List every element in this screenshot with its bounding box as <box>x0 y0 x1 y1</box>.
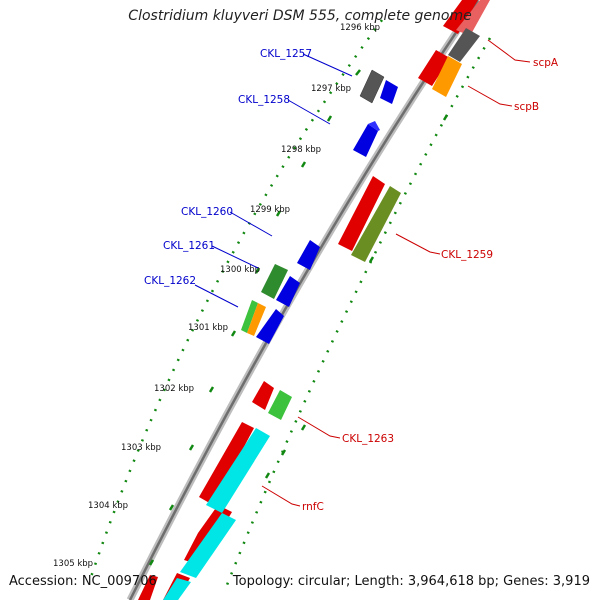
tick-1300: 1300 kbp <box>220 265 260 275</box>
tick-1305: 1305 kbp <box>53 559 93 569</box>
gene-ckl-1261[interactable] <box>261 264 300 307</box>
inner-tick-ring <box>88 19 384 581</box>
ring-tick-marks <box>148 69 449 566</box>
outer-tick-ring <box>223 37 492 591</box>
label-scpB[interactable]: scpB <box>514 101 539 113</box>
accession-text: Accession: NC_009706 <box>9 574 157 589</box>
tick-1297: 1297 kbp <box>311 84 351 94</box>
label-ckl-1263[interactable]: CKL_1263 <box>342 433 394 445</box>
label-ckl-1257[interactable]: CKL_1257 <box>260 48 312 60</box>
gene-red-upper-inner[interactable] <box>252 381 274 410</box>
leader-lines <box>194 39 531 507</box>
gene-ckl-1263[interactable] <box>268 390 292 420</box>
tick-1299: 1299 kbp <box>250 205 290 215</box>
map-title: Clostridium kluyveri DSM 555, complete g… <box>128 8 472 24</box>
label-scpA[interactable]: scpA <box>533 57 559 69</box>
tick-1304: 1304 kbp <box>88 501 128 511</box>
tick-1296: 1296 kbp <box>340 23 380 33</box>
tick-1298: 1298 kbp <box>281 145 321 155</box>
gene-rnfC[interactable] <box>163 428 270 600</box>
gene-ckl-1259[interactable] <box>338 176 401 262</box>
tick-1303: 1303 kbp <box>121 443 161 453</box>
label-ckl-1262[interactable]: CKL_1262 <box>144 275 196 287</box>
gene-scpB[interactable] <box>432 56 462 97</box>
gene-scpA[interactable] <box>418 0 490 86</box>
kbp-labels: 1296 kbp 1297 kbp 1298 kbp 1299 kbp 1300… <box>53 23 380 569</box>
gene-ckl-1258[interactable] <box>353 121 380 157</box>
gene-ckl-1262[interactable] <box>241 300 284 344</box>
gene-ckl-1260[interactable] <box>297 240 320 270</box>
label-ckl-1258[interactable]: CKL_1258 <box>238 94 290 106</box>
gene-ckl-1257[interactable] <box>359 69 398 104</box>
tick-1301: 1301 kbp <box>188 323 228 333</box>
label-ckl-1259[interactable]: CKL_1259 <box>441 249 493 261</box>
topology-text: Topology: circular; Length: 3,964,618 bp… <box>232 574 590 589</box>
label-rnfC[interactable]: rnfC <box>302 501 324 513</box>
tick-1302: 1302 kbp <box>154 384 194 394</box>
label-ckl-1261[interactable]: CKL_1261 <box>163 240 215 252</box>
label-ckl-1260[interactable]: CKL_1260 <box>181 206 233 218</box>
gene-labels: CKL_1257 CKL_1258 CKL_1260 CKL_1261 CKL_… <box>144 48 559 513</box>
